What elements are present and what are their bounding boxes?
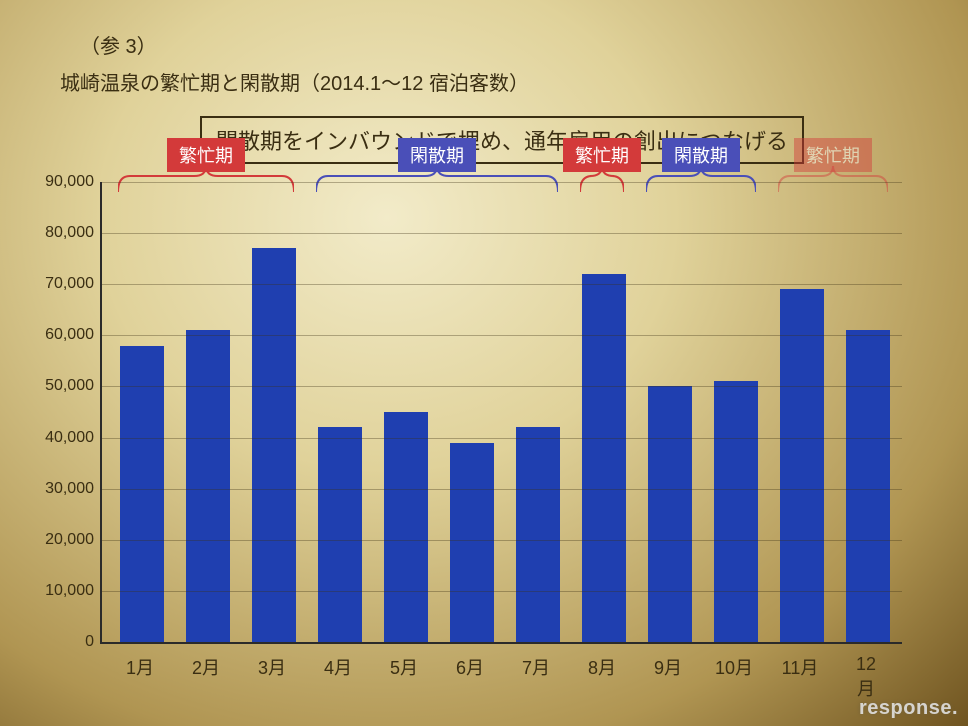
bars-container xyxy=(102,182,902,642)
period-badge: 繁忙期 xyxy=(794,138,872,172)
x-tick-label: 7月 xyxy=(522,654,550,680)
page-title: 城崎温泉の繁忙期と閑散期（2014.1～12 宿泊客数） xyxy=(60,67,928,96)
watermark: response. xyxy=(859,697,958,720)
y-tick-label: 30,000 xyxy=(45,480,94,498)
y-tick-label: 60,000 xyxy=(45,326,94,344)
page-root: （参 3） 城崎温泉の繁忙期と閑散期（2014.1～12 宿泊客数） 閑散期をイ… xyxy=(0,0,968,726)
x-tick-label: 11月 xyxy=(782,654,819,680)
bar xyxy=(318,427,362,642)
x-axis: 1月2月3月4月5月6月7月8月9月10月11月12月 xyxy=(100,654,900,690)
y-tick-label: 20,000 xyxy=(45,531,94,549)
x-tick-label: 4月 xyxy=(324,654,352,680)
x-tick-label: 10月 xyxy=(715,654,753,680)
y-tick-label: 50,000 xyxy=(45,377,94,395)
y-tick-label: 10,000 xyxy=(45,582,94,600)
y-tick-label: 40,000 xyxy=(45,429,94,447)
boxed-caption: 閑散期をインバウンドで埋め、通年雇用の創出につなげる xyxy=(200,116,804,164)
ref-label: （参 3） xyxy=(80,30,928,59)
gridline xyxy=(102,386,902,387)
bar xyxy=(846,330,890,642)
x-tick-label: 6月 xyxy=(456,654,484,680)
bar xyxy=(120,346,164,642)
bar xyxy=(450,443,494,642)
bar xyxy=(252,248,296,642)
gridline xyxy=(102,438,902,439)
gridline xyxy=(102,284,902,285)
chart: 繁忙期閑散期繁忙期閑散期繁忙期 010,00020,00030,00040,00… xyxy=(100,182,928,690)
gridline xyxy=(102,182,902,183)
bar xyxy=(186,330,230,642)
x-tick-label: 1月 xyxy=(126,654,154,680)
gridline xyxy=(102,489,902,490)
bar xyxy=(384,412,428,642)
plot-area xyxy=(100,182,902,644)
gridline xyxy=(102,591,902,592)
x-tick-label: 2月 xyxy=(192,654,220,680)
y-tick-label: 90,000 xyxy=(45,173,94,191)
x-tick-label: 3月 xyxy=(258,654,286,680)
gridline xyxy=(102,233,902,234)
bar xyxy=(714,381,758,642)
x-tick-label: 8月 xyxy=(588,654,616,680)
bar xyxy=(648,386,692,642)
gridline xyxy=(102,540,902,541)
bar xyxy=(516,427,560,642)
x-tick-label: 12月 xyxy=(849,654,883,701)
y-tick-label: 80,000 xyxy=(45,224,94,242)
x-tick-label: 5月 xyxy=(390,654,418,680)
y-tick-label: 70,000 xyxy=(45,275,94,293)
y-axis: 010,00020,00030,00040,00050,00060,00070,… xyxy=(30,182,100,642)
bar xyxy=(780,289,824,642)
gridline xyxy=(102,335,902,336)
bar xyxy=(582,274,626,642)
x-tick-label: 9月 xyxy=(654,654,682,680)
y-tick-label: 0 xyxy=(85,633,94,651)
